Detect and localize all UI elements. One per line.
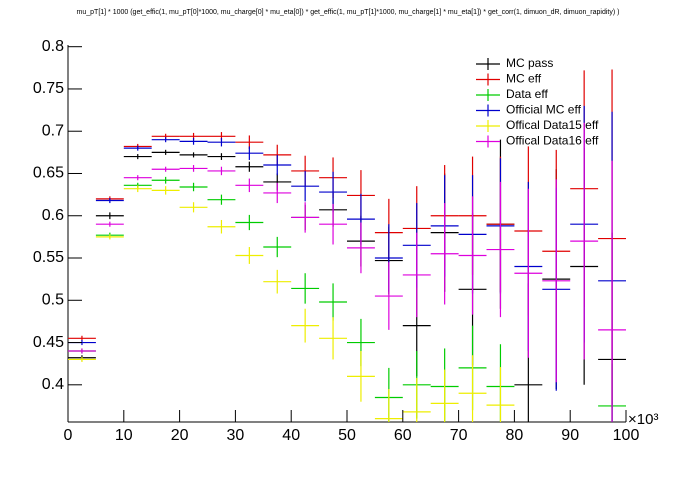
chart-title: mu_pT[1] * 1000 (get_effic(1, mu_pT[0]*1… <box>77 9 620 16</box>
y-tick-label: 0.8 <box>42 38 64 55</box>
y-tick-label: 0.45 <box>33 334 64 351</box>
y-tick-label: 0.6 <box>42 207 64 224</box>
x-tick-label: 50 <box>338 427 356 444</box>
x-multiplier: ×10³ <box>628 411 658 428</box>
y-tick-label: 0.7 <box>42 122 64 139</box>
plot-area <box>68 69 626 422</box>
x-tick-label: 10 <box>115 427 133 444</box>
x-tick-label: 30 <box>227 427 245 444</box>
legend-label: Data eff <box>506 87 548 101</box>
y-tick-label: 0.65 <box>33 165 64 182</box>
legend-label: Offical Data16 eff <box>506 134 599 148</box>
x-tick-label: 90 <box>561 427 579 444</box>
y-tick-label: 0.55 <box>33 249 64 266</box>
y-tick-label: 0.5 <box>42 291 64 308</box>
y-tick-label: 0.4 <box>42 376 64 393</box>
x-tick-label: 70 <box>450 427 468 444</box>
x-tick-label: 40 <box>282 427 300 444</box>
legend-label: MC eff <box>506 72 542 86</box>
x-tick-label: 100 <box>613 427 640 444</box>
legend-label: Offical Data15 eff <box>506 118 599 132</box>
x-tick-label: 20 <box>171 427 189 444</box>
y-tick-label: 0.75 <box>33 80 64 97</box>
x-tick-label: 80 <box>506 427 524 444</box>
x-tick-label: 60 <box>394 427 412 444</box>
legend-label: Official MC eff <box>506 103 582 117</box>
x-tick-label: 0 <box>64 427 73 444</box>
legend-label: MC pass <box>506 56 553 70</box>
